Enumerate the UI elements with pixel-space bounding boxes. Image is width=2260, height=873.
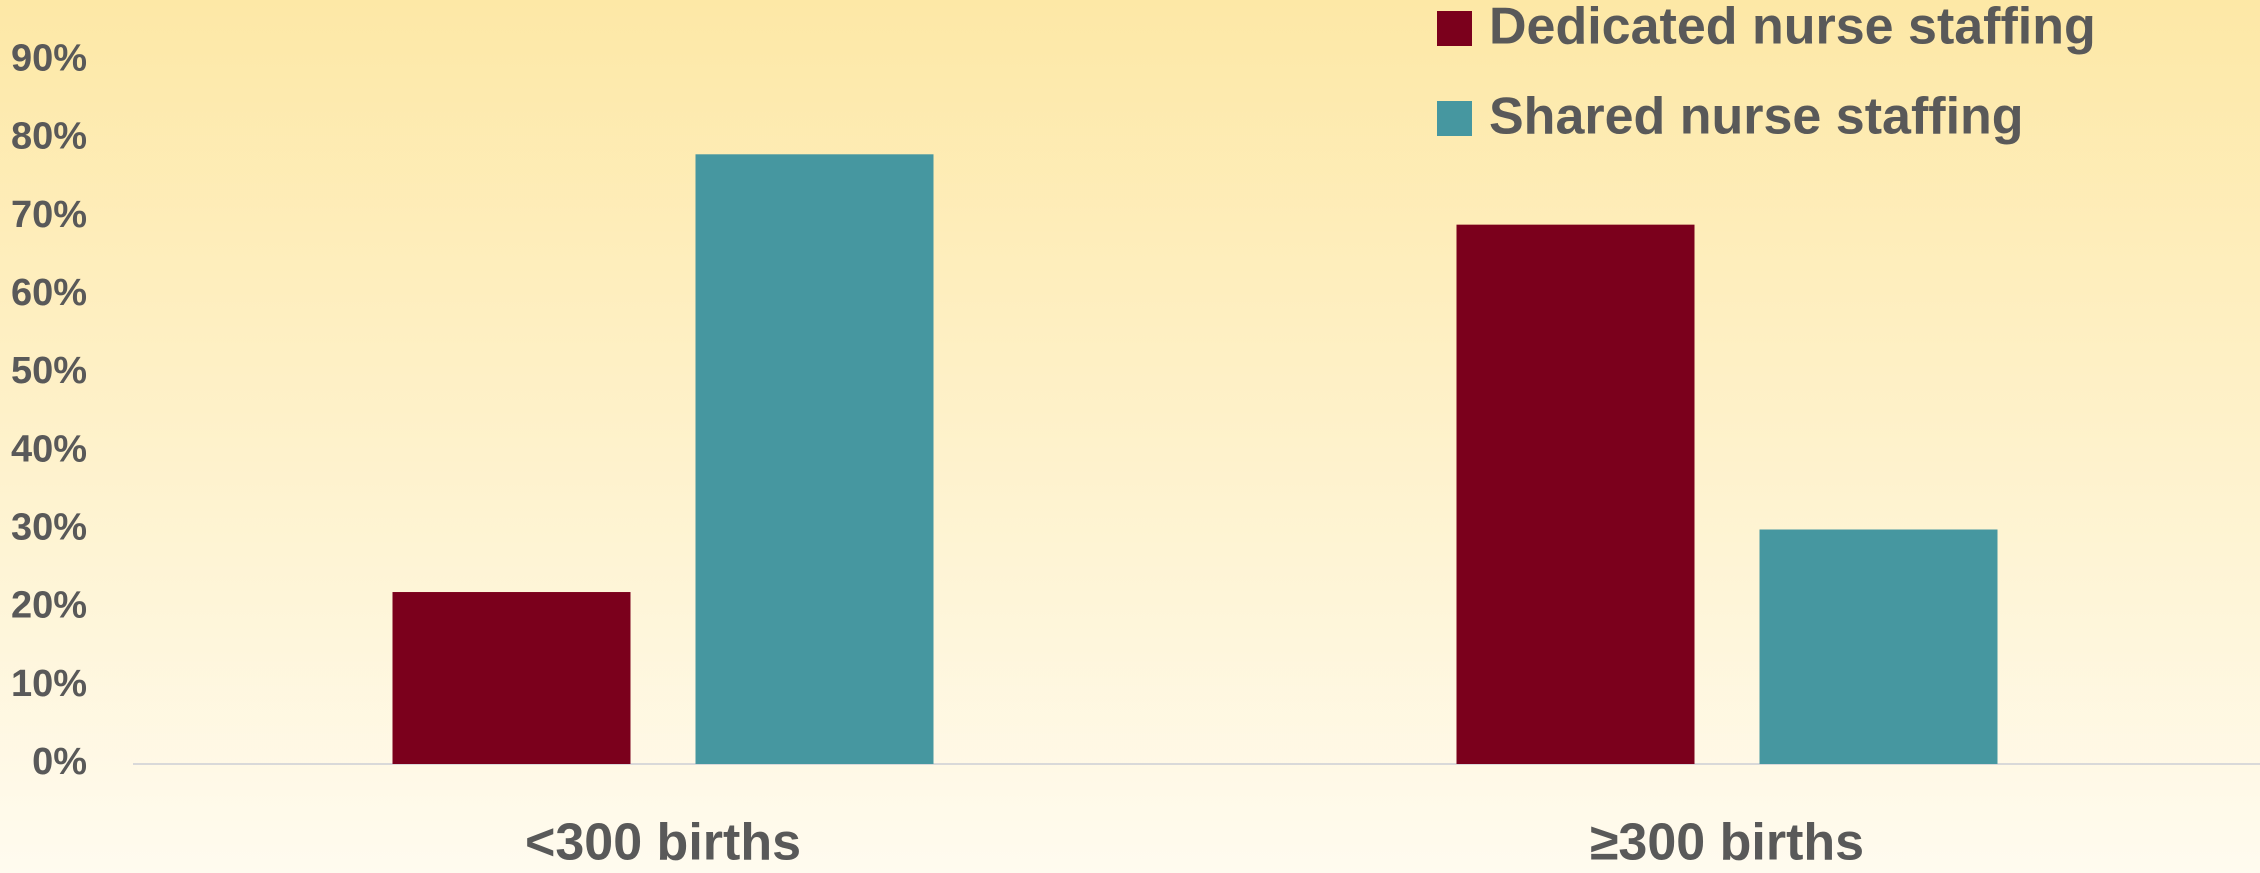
- y-tick-label: 0%: [32, 741, 87, 783]
- y-tick-label: 40%: [11, 428, 87, 470]
- legend-swatch: [1437, 11, 1472, 46]
- y-tick-label: 50%: [11, 350, 87, 392]
- y-tick-label: 80%: [11, 116, 87, 158]
- y-tick-label: 60%: [11, 272, 87, 314]
- x-tick-label: ≥300 births: [1590, 814, 1864, 872]
- x-tick-label: <300 births: [525, 814, 801, 872]
- bar: [1456, 224, 1695, 764]
- y-tick-label: 90%: [11, 38, 87, 80]
- legend-swatch: [1437, 101, 1472, 136]
- bar: [392, 592, 631, 764]
- legend-label: Dedicated nurse staffing: [1489, 0, 2096, 56]
- y-tick-label: 10%: [11, 663, 87, 705]
- y-tick-label: 20%: [11, 585, 87, 627]
- bar: [695, 154, 934, 765]
- legend-label: Shared nurse staffing: [1489, 88, 2024, 146]
- bar: [1759, 529, 1998, 764]
- y-tick-label: 30%: [11, 507, 87, 549]
- y-tick-label: 70%: [11, 194, 87, 236]
